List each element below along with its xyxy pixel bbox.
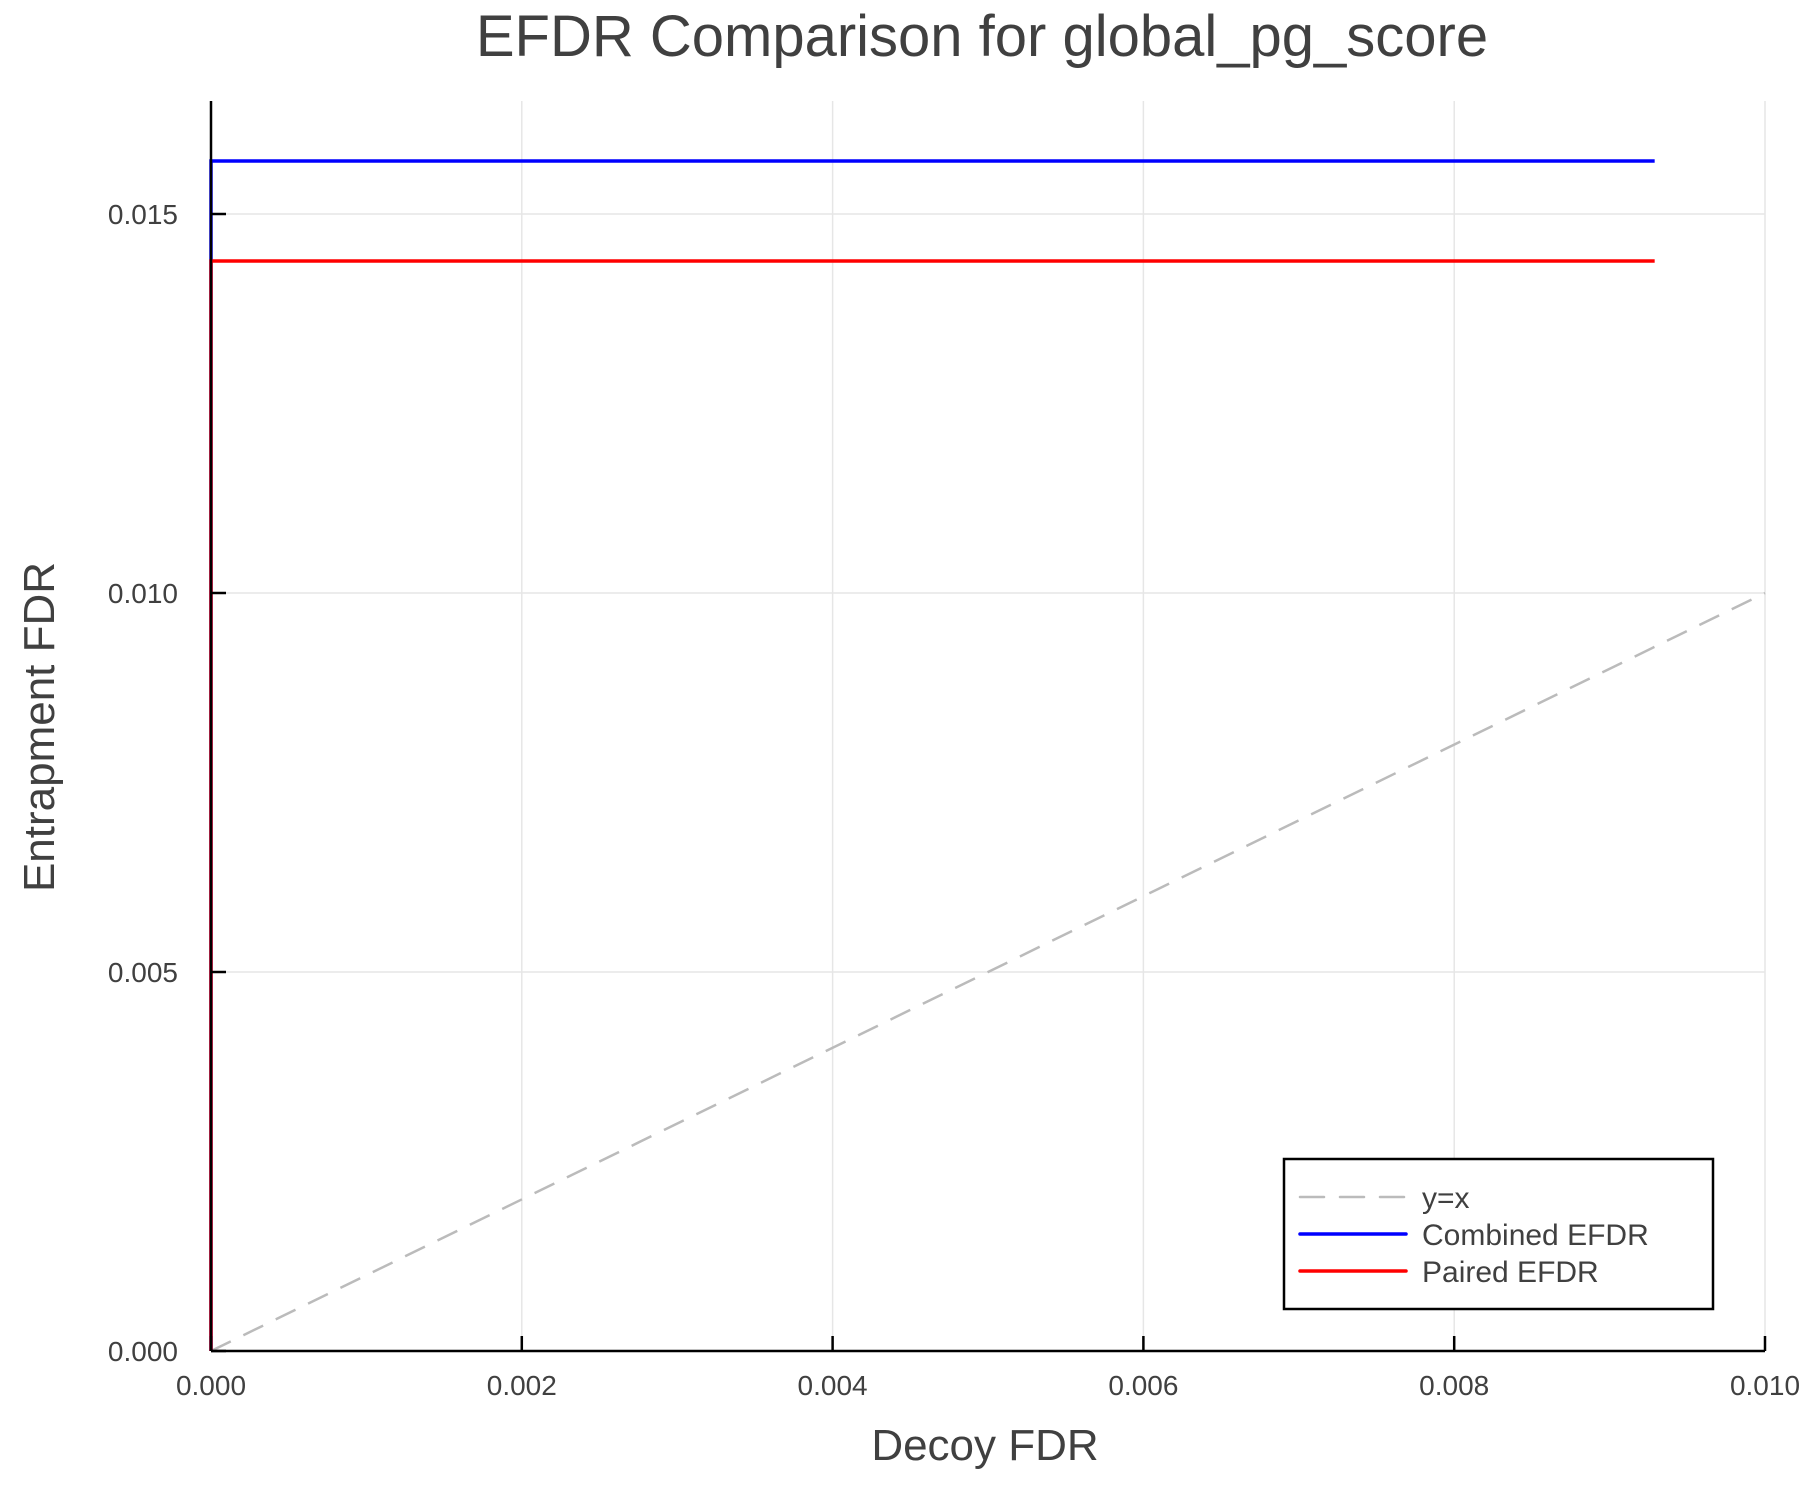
axes: [209, 101, 1765, 1353]
x-tick-label: 0.010: [1730, 1370, 1800, 1401]
chart-title: EFDR Comparison for global_pg_score: [476, 4, 1488, 69]
legend-label: Combined EFDR: [1422, 1219, 1649, 1252]
x-axis-label: Decoy FDR: [871, 1421, 1098, 1470]
y-tick-label: 0.000: [108, 1336, 178, 1367]
ticks: 0.000 0.002 0.004 0.006 0.008 0.010 0.000 0.005…: [108, 199, 1800, 1401]
legend: y=x Combined EFDR Paired EFDR: [1282, 1157, 1715, 1311]
y-tick-label: 0.005: [108, 957, 178, 988]
x-tick-label: 0.002: [487, 1370, 557, 1401]
legend-label: y=x: [1422, 1182, 1470, 1215]
x-tick-label: 0.008: [1419, 1370, 1489, 1401]
y-axis-label: Entrapment FDR: [15, 562, 64, 892]
legend-label: Paired EFDR: [1422, 1256, 1599, 1289]
x-tick-label: 0.004: [798, 1370, 868, 1401]
y-tick-label: 0.015: [108, 199, 178, 230]
x-tick-label: 0.006: [1108, 1370, 1178, 1401]
y-x-line: [210, 591, 1766, 1353]
y-tick-label: 0.010: [108, 578, 178, 609]
x-tick-label: 0.000: [176, 1370, 246, 1401]
